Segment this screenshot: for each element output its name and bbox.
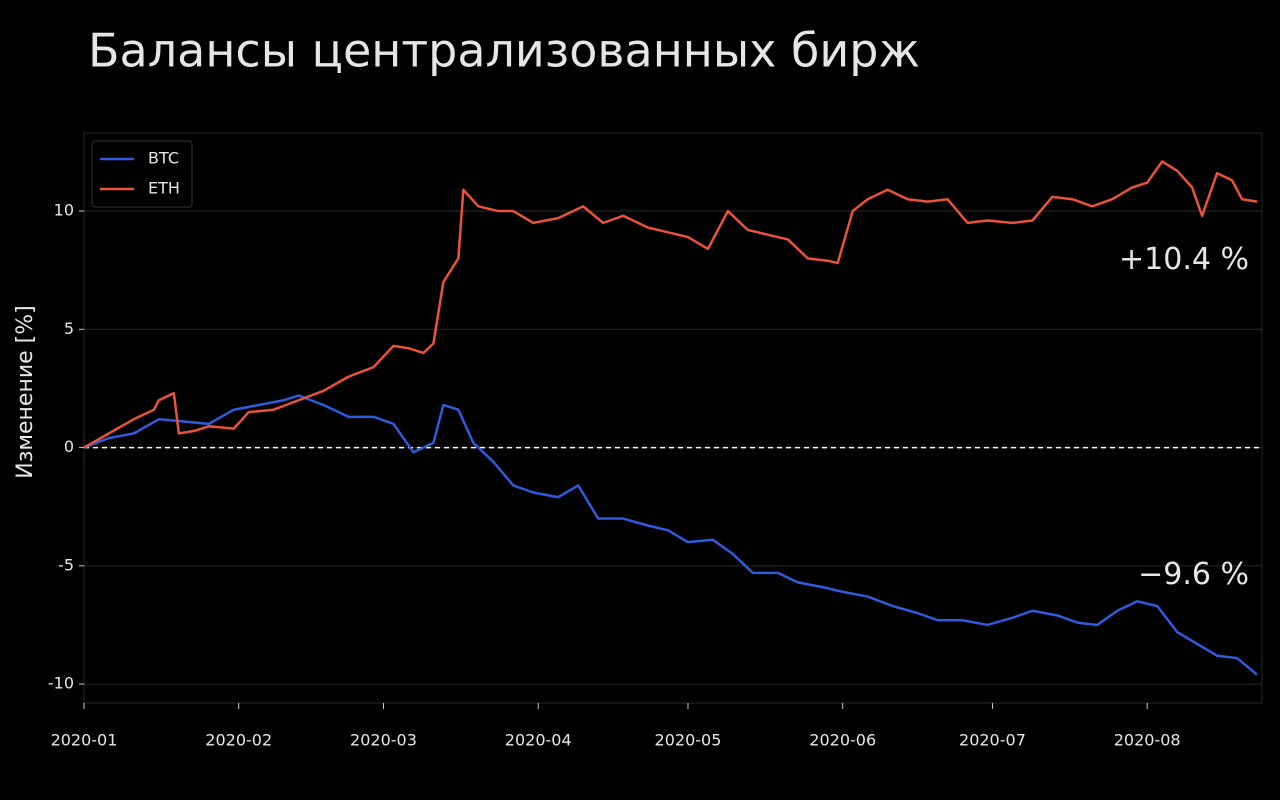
legend-label: ETH [148,179,180,198]
x-tick-label: 2020-01 [51,731,118,750]
annotation: +10.4 % [1119,242,1249,277]
annotation: −9.6 % [1138,557,1249,592]
y-tick-label: -5 [58,555,74,574]
legend-label: BTC [148,149,179,168]
y-tick-label: 0 [64,437,74,456]
y-tick-label: 10 [54,201,74,220]
legend-box [91,140,193,208]
y-tick-label: 5 [64,319,74,338]
series-line [83,394,1258,676]
x-tick-label: 2020-05 [655,731,722,750]
y-tick-label: -10 [48,674,74,693]
x-tick-label: 2020-02 [205,731,272,750]
series-line [83,160,1258,449]
x-tick-label: 2020-06 [809,731,876,750]
chart-title: Балансы централизованных бирж [88,24,920,78]
y-axis-label: Изменение [%] [13,305,38,479]
x-tick-label: 2020-04 [505,731,572,750]
plot-frame [83,132,1263,704]
x-tick-label: 2020-07 [959,731,1026,750]
x-tick-label: 2020-03 [350,731,417,750]
x-tick-label: 2020-08 [1114,731,1181,750]
